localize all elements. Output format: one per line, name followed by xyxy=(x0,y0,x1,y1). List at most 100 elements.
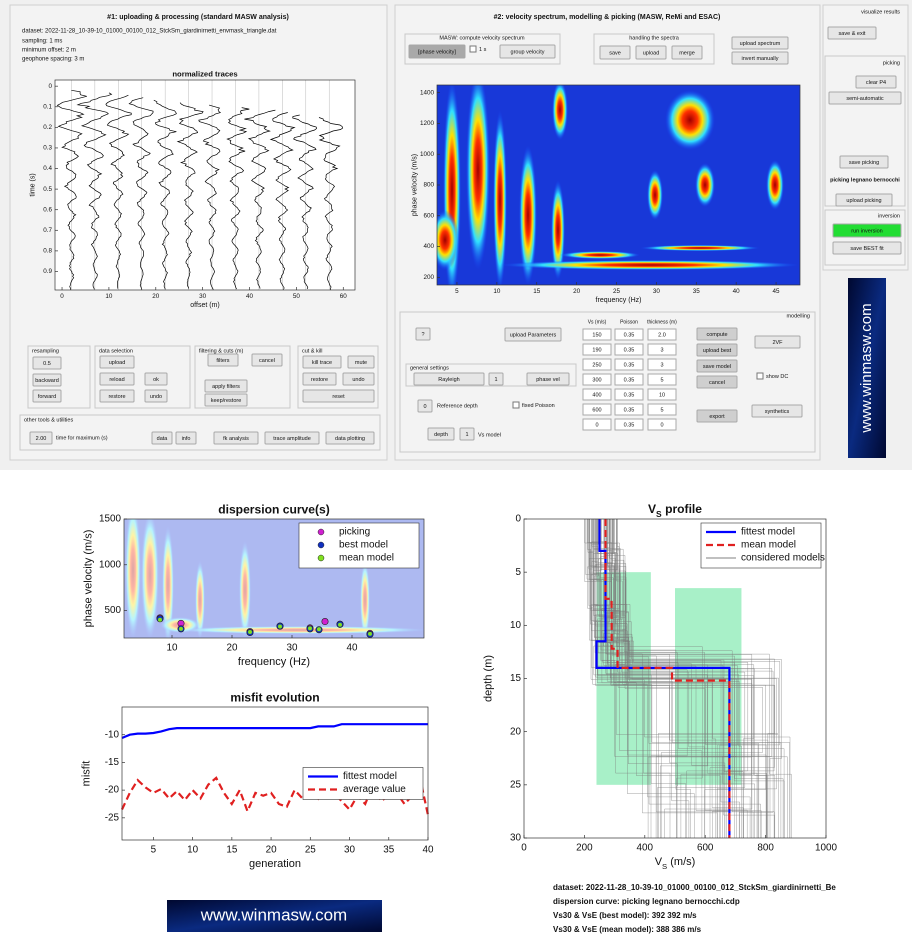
button[interactable]: 1 xyxy=(459,427,475,441)
button[interactable]: run inversion xyxy=(832,223,902,238)
button[interactable]: upload Parameters xyxy=(504,327,562,342)
button[interactable]: synthetics xyxy=(751,404,803,418)
checkbox[interactable]: fixed Poisson xyxy=(512,401,555,409)
button-face xyxy=(99,372,135,386)
button[interactable]: forward xyxy=(32,389,62,403)
button[interactable]: upload xyxy=(99,355,135,369)
table-cell xyxy=(582,343,612,356)
trace xyxy=(226,107,250,290)
button[interactable]: save BEST fit xyxy=(832,241,902,255)
button[interactable]: backward xyxy=(32,373,62,387)
y-tick-label: 1400 xyxy=(420,89,435,96)
y-tick-label: 400 xyxy=(423,243,434,250)
point xyxy=(308,626,312,631)
button[interactable]: filters xyxy=(207,353,239,367)
button-face xyxy=(417,399,433,413)
button-label: depth xyxy=(434,432,448,438)
button[interactable]: upload spectrum xyxy=(731,36,789,50)
group-box xyxy=(19,414,381,451)
button[interactable]: fk analysis xyxy=(213,431,259,445)
button[interactable]: cancel xyxy=(251,353,283,367)
button[interactable]: phase vel xyxy=(526,372,570,386)
button[interactable]: save model xyxy=(696,359,738,373)
y-tick-label: 200 xyxy=(423,274,434,281)
offset-label: minimum offset: 2 m xyxy=(22,48,76,54)
checkbox[interactable]: show DC xyxy=(756,372,788,380)
y-tick-label: -15 xyxy=(105,757,120,768)
button[interactable]: save picking xyxy=(839,155,889,169)
button[interactable]: semi-automatic xyxy=(828,91,902,105)
point xyxy=(338,622,342,627)
button-label: semi-automatic xyxy=(846,96,884,102)
button[interactable]: mute xyxy=(347,355,375,369)
considered-model xyxy=(593,519,753,838)
legend-box xyxy=(302,767,424,800)
button-face xyxy=(342,372,375,386)
button-face xyxy=(696,343,738,357)
button-label: ok xyxy=(153,377,159,383)
button[interactable]: group velocity xyxy=(499,44,556,59)
x-tick-label: 25 xyxy=(613,288,621,295)
button[interactable]: save xyxy=(599,45,631,60)
button[interactable]: clear P4 xyxy=(855,75,897,89)
button[interactable]: data plotting xyxy=(325,431,375,445)
button[interactable]: info xyxy=(175,431,197,445)
button[interactable]: kill trace xyxy=(302,355,342,369)
table-cell-text: 300 xyxy=(592,377,601,383)
button-label: synthetics xyxy=(765,409,790,415)
button[interactable]: ok xyxy=(144,372,168,386)
button[interactable]: 2VF xyxy=(754,335,801,349)
button[interactable]: merge xyxy=(671,45,703,60)
legend-marker xyxy=(317,554,325,562)
button[interactable]: reload xyxy=(99,372,135,386)
button[interactable]: data xyxy=(151,431,173,445)
x-tick-label: 200 xyxy=(576,843,593,854)
button[interactable]: 0.5 xyxy=(32,356,62,370)
group-box xyxy=(94,345,191,409)
button[interactable]: 2.00 xyxy=(29,431,53,445)
x-tick-label: 10 xyxy=(167,643,178,654)
button[interactable]: 1 xyxy=(488,372,504,386)
considered-model xyxy=(594,519,726,838)
button[interactable]: trace amplitude xyxy=(264,431,320,445)
button[interactable]: export xyxy=(696,409,738,423)
spectrum-blob xyxy=(493,110,507,285)
button-face xyxy=(696,375,738,389)
button[interactable]: invert manually xyxy=(731,51,789,65)
button[interactable]: compute xyxy=(696,327,738,341)
button[interactable]: depth xyxy=(427,427,455,441)
button-face xyxy=(827,26,877,40)
plot-frame xyxy=(54,79,356,291)
x-tick-label: 40 xyxy=(246,293,254,300)
button[interactable]: reset xyxy=(302,389,375,403)
button[interactable]: upload picking xyxy=(835,193,893,207)
button[interactable]: upload best xyxy=(696,343,738,357)
button[interactable]: save & exit xyxy=(827,26,877,40)
button[interactable]: restore xyxy=(99,389,135,403)
y-tick-label: 0.3 xyxy=(43,145,52,152)
button-face xyxy=(144,372,168,386)
button[interactable]: restore xyxy=(302,372,337,386)
button[interactable]: 0 xyxy=(417,399,433,413)
x-tick-label: 20 xyxy=(266,845,277,856)
button[interactable]: upload xyxy=(635,45,667,60)
button[interactable]: apply filters xyxy=(204,379,248,393)
button[interactable]: [phase velocity] xyxy=(408,44,466,59)
y-tick-label: 0.8 xyxy=(43,248,52,255)
button[interactable]: cancel xyxy=(696,375,738,389)
checkbox[interactable]: 1 s xyxy=(469,45,487,53)
button[interactable]: undo xyxy=(144,389,168,403)
button[interactable]: Rayleigh xyxy=(413,372,485,386)
button[interactable]: undo xyxy=(342,372,375,386)
y-tick-label: 1000 xyxy=(420,151,435,158)
button-face xyxy=(99,389,135,403)
logo xyxy=(167,900,382,932)
button-label: save & exit xyxy=(839,31,866,37)
info-line: Vs30 & VsE (best model): 392 392 m/s xyxy=(553,911,697,920)
table-cell-text: 0.35 xyxy=(624,377,635,383)
y-tick-label: 800 xyxy=(423,182,434,189)
checkbox-box xyxy=(512,401,520,409)
button[interactable]: ? xyxy=(415,327,431,341)
button[interactable]: keep/restore xyxy=(204,393,248,407)
